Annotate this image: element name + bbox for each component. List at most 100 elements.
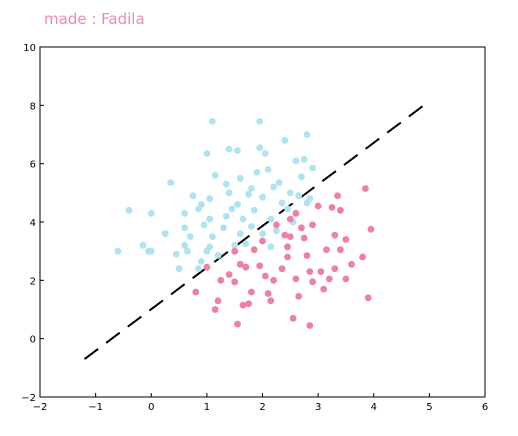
- data-point-blue: [209, 233, 216, 241]
- data-point-pink: [203, 263, 211, 271]
- data-point-blue: [309, 164, 316, 172]
- data-point-blue: [184, 247, 191, 255]
- data-point-pink: [273, 221, 280, 229]
- data-point-pink: [217, 276, 225, 284]
- data-point-blue: [214, 252, 222, 259]
- data-point-blue: [209, 118, 216, 125]
- data-point-pink: [256, 262, 264, 270]
- data-point-blue: [234, 147, 241, 154]
- data-point-pink: [231, 278, 239, 286]
- data-point-blue: [256, 118, 264, 125]
- data-point-pink: [289, 314, 297, 322]
- data-point-blue: [292, 157, 300, 165]
- watermark-text: made : Fadila: [44, 10, 145, 28]
- data-point-pink: [309, 221, 316, 229]
- data-point-pink: [359, 253, 366, 261]
- data-point-pink: [278, 265, 286, 273]
- data-point-blue: [181, 209, 189, 217]
- data-point-blue: [231, 241, 239, 249]
- data-point-blue: [253, 169, 261, 176]
- data-point-pink: [242, 263, 250, 271]
- data-point-blue: [195, 265, 202, 273]
- data-point-blue: [275, 179, 283, 187]
- data-point-pink: [331, 231, 339, 239]
- x-tick-label: 5: [426, 402, 432, 413]
- data-point-pink: [214, 297, 222, 305]
- data-point-pink: [192, 288, 200, 296]
- data-point-blue: [181, 241, 189, 249]
- data-point-blue: [181, 224, 189, 232]
- data-point-pink: [362, 185, 369, 192]
- data-point-pink: [234, 320, 241, 328]
- data-point-blue: [228, 205, 236, 213]
- data-point-pink: [231, 247, 239, 255]
- data-point-blue: [261, 150, 269, 157]
- y-tick-label: 8: [30, 101, 36, 112]
- data-point-pink: [317, 268, 325, 275]
- data-point-blue: [197, 201, 205, 208]
- data-point-blue: [286, 189, 294, 197]
- data-point-blue: [147, 209, 155, 217]
- data-point-pink: [286, 233, 294, 241]
- x-tick-label: 3: [315, 402, 321, 413]
- data-point-pink: [281, 231, 289, 239]
- data-point-blue: [239, 215, 247, 223]
- x-tick-label: 2: [259, 402, 265, 413]
- x-tick-label: −1: [88, 402, 103, 413]
- data-point-blue: [206, 195, 214, 203]
- data-point-blue: [270, 183, 277, 191]
- y-tick-label: 10: [23, 43, 36, 54]
- data-point-blue: [220, 224, 228, 232]
- data-point-blue: [242, 240, 250, 248]
- data-point-pink: [342, 236, 350, 243]
- data-point-pink: [239, 301, 247, 309]
- data-point-blue: [211, 171, 219, 179]
- data-point-blue: [248, 223, 255, 230]
- data-point-blue: [125, 206, 133, 214]
- data-point-pink: [286, 215, 294, 223]
- data-point-pink: [364, 294, 372, 302]
- data-point-pink: [325, 275, 333, 283]
- data-point-pink: [245, 300, 253, 308]
- data-point-blue: [167, 179, 175, 187]
- data-point-pink: [292, 275, 300, 283]
- data-point-pink: [211, 306, 219, 313]
- data-point-pink: [367, 225, 375, 233]
- data-point-blue: [264, 166, 272, 173]
- data-point-blue: [114, 247, 122, 255]
- data-point-blue: [222, 212, 230, 220]
- data-point-blue: [225, 189, 233, 197]
- x-tick-label: 0: [148, 402, 154, 413]
- data-point-blue: [172, 250, 180, 258]
- data-point-pink: [303, 252, 311, 259]
- data-point-blue: [222, 180, 230, 188]
- data-point-blue: [245, 190, 253, 198]
- data-point-blue: [225, 145, 233, 153]
- data-point-blue: [206, 215, 214, 223]
- data-point-blue: [267, 243, 275, 251]
- data-point-pink: [309, 278, 316, 286]
- data-point-blue: [203, 150, 211, 157]
- y-tick-label: 0: [30, 335, 36, 346]
- data-point-blue: [256, 144, 264, 152]
- data-point-pink: [250, 246, 258, 254]
- data-point-blue: [200, 221, 208, 229]
- data-point-blue: [295, 192, 303, 200]
- data-point-blue: [259, 193, 266, 201]
- data-point-pink: [267, 297, 275, 305]
- data-point-pink: [331, 265, 339, 273]
- data-point-pink: [264, 290, 272, 297]
- data-point-blue: [267, 215, 275, 223]
- data-point-blue: [236, 174, 244, 182]
- data-point-blue: [278, 199, 286, 207]
- data-point-blue: [298, 173, 305, 181]
- data-point-pink: [292, 209, 300, 217]
- x-tick-label: −2: [33, 402, 48, 413]
- data-point-pink: [334, 192, 341, 200]
- data-point-blue: [236, 230, 244, 238]
- data-point-blue: [306, 195, 314, 203]
- data-point-pink: [342, 275, 350, 283]
- data-point-pink: [225, 271, 233, 278]
- plot-area-frame: [39, 46, 486, 398]
